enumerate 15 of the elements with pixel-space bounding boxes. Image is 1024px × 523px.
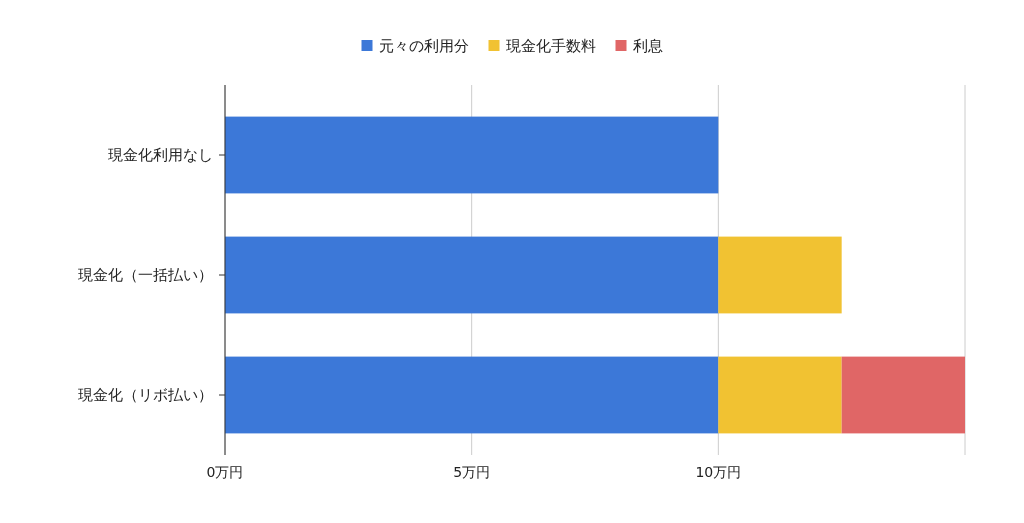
- x-tick-label: 5万円: [453, 464, 491, 480]
- y-tick-label: 現金化（リボ払い）: [78, 386, 213, 404]
- y-tick-label: 現金化（一括払い）: [78, 266, 213, 284]
- bar: [718, 356, 842, 434]
- legend-label: 元々の利用分: [378, 37, 469, 55]
- legend-label: 利息: [632, 37, 663, 55]
- legend-label: 現金化手数料: [505, 37, 596, 55]
- bar: [225, 356, 719, 434]
- bar: [718, 236, 842, 314]
- x-tick-label: 10万円: [695, 464, 742, 480]
- bar: [841, 356, 965, 434]
- y-tick-label: 現金化利用なし: [108, 146, 213, 164]
- bar: [225, 116, 719, 194]
- x-tick-label: 0万円: [206, 464, 244, 480]
- bar: [225, 236, 719, 314]
